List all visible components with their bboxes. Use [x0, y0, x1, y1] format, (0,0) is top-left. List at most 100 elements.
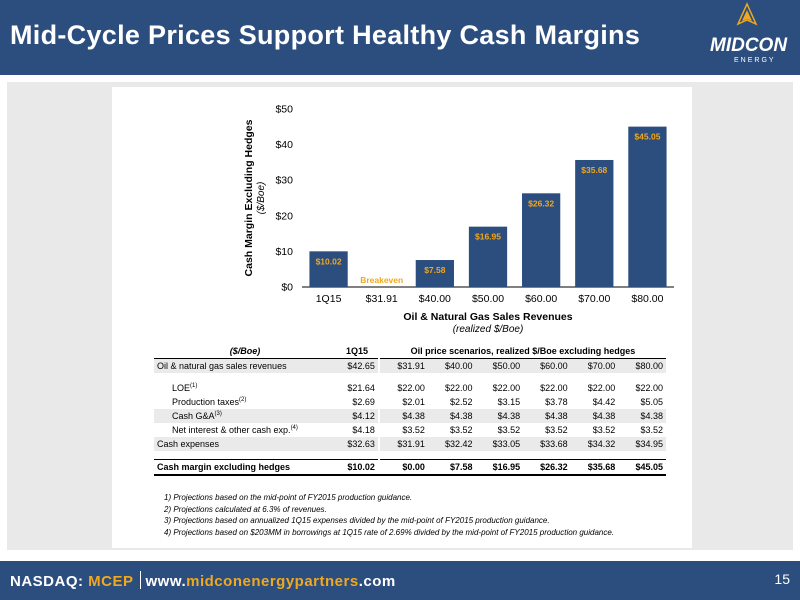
- x-tick-label: $60.00: [525, 293, 557, 305]
- row-label: Cash margin excluding hedges: [154, 459, 337, 476]
- table-cell: $32.42: [427, 437, 476, 451]
- cash-margin-chart: $0 $10 $20 $30 $40 $50 $10.02 1Q15 Breakeven $31.…: [243, 104, 674, 335]
- y-axis-units: ($/Boe): [256, 182, 267, 215]
- footnote: 2) Projections calculated at 6.3% of rev…: [164, 504, 327, 514]
- data-label: $26.32: [528, 198, 554, 208]
- table-cell: $3.52: [497, 425, 521, 435]
- table-cell: $22.00: [444, 383, 473, 393]
- table-cell: $4.42: [592, 397, 616, 407]
- table-row: Cash G&A(3) $4.12 $4.38 $4.38 $4.38 $4.38 $4.3…: [154, 409, 666, 423]
- table-cell: $3.78: [545, 397, 568, 407]
- table-cell: $34.32: [570, 437, 619, 451]
- y-axis-title: Cash Margin Excluding Hedges: [243, 119, 255, 276]
- footnote-ref: (1): [190, 383, 198, 389]
- footer-divider: [139, 571, 141, 589]
- row-label-text: LOE: [172, 383, 191, 393]
- table-row: Cash expenses $32.63 $31.91 $32.42 $33.05 $33…: [154, 437, 666, 451]
- table-cell: $26.32: [523, 459, 571, 476]
- table-cell: $3.52: [640, 425, 663, 435]
- table-cell: $33.68: [523, 437, 571, 451]
- y-tick-label: $20: [275, 210, 293, 222]
- table-cell: $0.00: [377, 459, 428, 476]
- header-bar: Mid-Cycle Prices Support Healthy Cash Ma…: [0, 0, 800, 75]
- table-cell: $4.38: [377, 409, 428, 423]
- table-cell: $4.12: [336, 409, 379, 423]
- bar: [522, 193, 561, 287]
- table-cell: $31.91: [377, 358, 428, 373]
- data-label: Breakeven: [360, 275, 403, 285]
- flame-icon: [736, 2, 758, 26]
- table-header-1q15: 1Q15: [336, 344, 379, 359]
- table-cell: $22.00: [635, 383, 663, 393]
- table-spacer: [154, 451, 666, 460]
- footer-nasdaq: NASDAQ:: [10, 573, 84, 590]
- table-cell: $50.00: [475, 358, 524, 373]
- page-title: Mid-Cycle Prices Support Healthy Cash Ma…: [10, 20, 641, 50]
- table-cell: $21.64: [347, 383, 375, 393]
- x-axis-units: (realized $/Boe): [453, 324, 524, 335]
- footnote-ref: (4): [290, 425, 298, 431]
- footnote: 4) Projections based on $203MM in borrow…: [164, 527, 615, 537]
- data-label: $35.68: [581, 165, 607, 175]
- bar: [309, 251, 348, 287]
- y-tick-label: $0: [281, 282, 293, 294]
- table-header-unit: ($/Boe): [154, 344, 337, 359]
- table-cell: $34.95: [618, 437, 666, 451]
- table-cell: $32.63: [336, 437, 379, 451]
- logo-subtitle: ENERGY: [734, 57, 776, 64]
- content-card: $0 $10 $20 $30 $40 $50 $10.02 1Q15 Breakeven $31.…: [112, 87, 692, 548]
- page-number: 15: [774, 571, 790, 587]
- row-label: Oil & natural gas sales revenues: [154, 358, 337, 373]
- row-label: LOE(1): [154, 381, 336, 395]
- table-cell: $22.00: [492, 383, 521, 393]
- table-cell: $4.38: [427, 409, 476, 423]
- table-cell: $16.95: [475, 459, 524, 476]
- table-cell: $5.05: [640, 397, 663, 407]
- bar: [575, 159, 614, 287]
- x-tick-label: $50.00: [472, 293, 504, 305]
- cash-margin-table: ($/Boe) 1Q15 Oil price scenarios, realiz…: [154, 344, 666, 476]
- row-label: Cash expenses: [154, 437, 337, 451]
- table-row: Production taxes(2) $2.69 $2.01 $2.52 $3.15 $…: [154, 395, 666, 409]
- table-row: Cash margin excluding hedges $10.02 $0.00 $…: [154, 459, 666, 476]
- table-cell: $2.52: [449, 397, 473, 407]
- data-label: $7.58: [424, 265, 446, 275]
- table-cell: $31.91: [377, 437, 428, 451]
- table-cell: $45.05: [618, 459, 666, 476]
- table-cell: $80.00: [618, 358, 666, 373]
- table-cell: $4.38: [475, 409, 524, 423]
- footer-url-prefix: www.: [145, 573, 187, 590]
- bar: [415, 260, 454, 287]
- table-cell: $4.18: [352, 425, 375, 435]
- table-cell: $4.38: [618, 409, 666, 423]
- data-label: $45.05: [634, 132, 660, 142]
- table-cell: $40.00: [427, 358, 476, 373]
- table-spacer: [154, 373, 666, 381]
- table-cell: $3.52: [592, 425, 616, 435]
- logo-wordmark: MIDCON: [710, 35, 788, 56]
- footnote: 1) Projections based on the mid-point of…: [164, 493, 413, 502]
- table-cell: $4.38: [570, 409, 619, 423]
- footnote-ref: (2): [239, 397, 247, 403]
- row-label: Cash G&A(3): [154, 409, 337, 423]
- table-cell: $4.38: [523, 409, 571, 423]
- row-label: Net interest & other cash exp.(4): [154, 423, 336, 437]
- footer-url-suffix: .com: [358, 573, 396, 590]
- row-label-text: Cash G&A: [172, 411, 215, 421]
- footer-url-domain[interactable]: midconenergypartners: [186, 573, 359, 590]
- table-cell: $22.00: [587, 383, 616, 393]
- table-header-scenarios: Oil price scenarios, realized $/Boe excl…: [377, 344, 666, 359]
- table-cell: $2.01: [377, 395, 428, 409]
- table-cell: $35.68: [570, 459, 619, 476]
- footnote: 3) Projections based on annualized 1Q15 …: [164, 516, 550, 525]
- row-label-text: Cash expenses: [157, 439, 220, 449]
- row-label-text: Net interest & other cash exp.: [172, 425, 291, 435]
- footnotes: 1) Projections based on the mid-point of…: [164, 492, 684, 538]
- table-row: Net interest & other cash exp.(4) $4.18 $3…: [154, 423, 666, 437]
- table-cell: $22.00: [377, 381, 428, 395]
- footer-ticker: MCEP: [88, 573, 134, 590]
- table-cell: $7.58: [427, 459, 476, 476]
- row-label-text: Oil & natural gas sales revenues: [157, 361, 287, 371]
- table-cell: $3.15: [497, 397, 521, 407]
- table-cell: $3.52: [545, 425, 568, 435]
